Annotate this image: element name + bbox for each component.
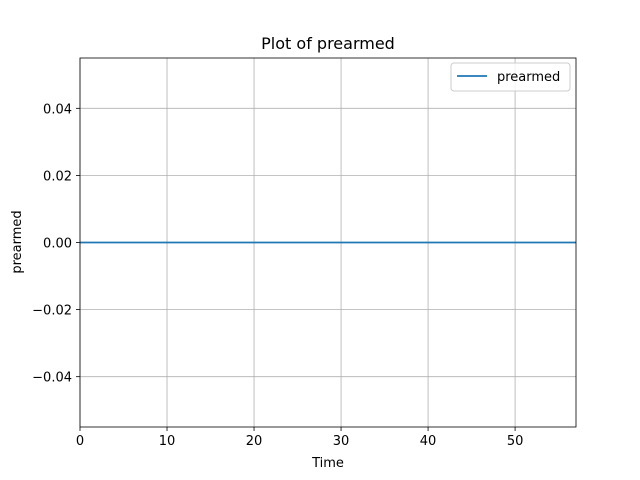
x-tick-label: 30 bbox=[333, 434, 350, 449]
y-tick-label: 0.02 bbox=[43, 169, 72, 184]
legend: prearmed bbox=[450, 62, 571, 92]
legend-box bbox=[450, 62, 571, 92]
y-tick-label: −0.04 bbox=[32, 371, 72, 386]
x-tick-label: 50 bbox=[507, 434, 524, 449]
y-axis-label: prearmed bbox=[10, 210, 25, 273]
x-tick-label: 20 bbox=[246, 434, 263, 449]
y-tick-label: 0.00 bbox=[43, 237, 72, 252]
legend-label-prearmed: prearmed bbox=[497, 70, 560, 85]
x-tick-label: 0 bbox=[76, 434, 84, 449]
x-axis-label: Time bbox=[311, 456, 344, 471]
ticks: 0 10 20 30 40 50 −0.04 −0.02 0.00 0.02 0.04 bbox=[32, 102, 523, 449]
chart-title: Plot of prearmed bbox=[261, 34, 395, 53]
x-tick-label: 10 bbox=[159, 434, 176, 449]
y-tick-label: −0.02 bbox=[32, 304, 72, 319]
y-tick-label: 0.04 bbox=[43, 102, 72, 117]
x-tick-label: 40 bbox=[420, 434, 437, 449]
